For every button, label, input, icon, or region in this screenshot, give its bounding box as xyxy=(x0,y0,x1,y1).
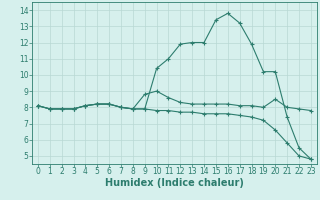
X-axis label: Humidex (Indice chaleur): Humidex (Indice chaleur) xyxy=(105,178,244,188)
